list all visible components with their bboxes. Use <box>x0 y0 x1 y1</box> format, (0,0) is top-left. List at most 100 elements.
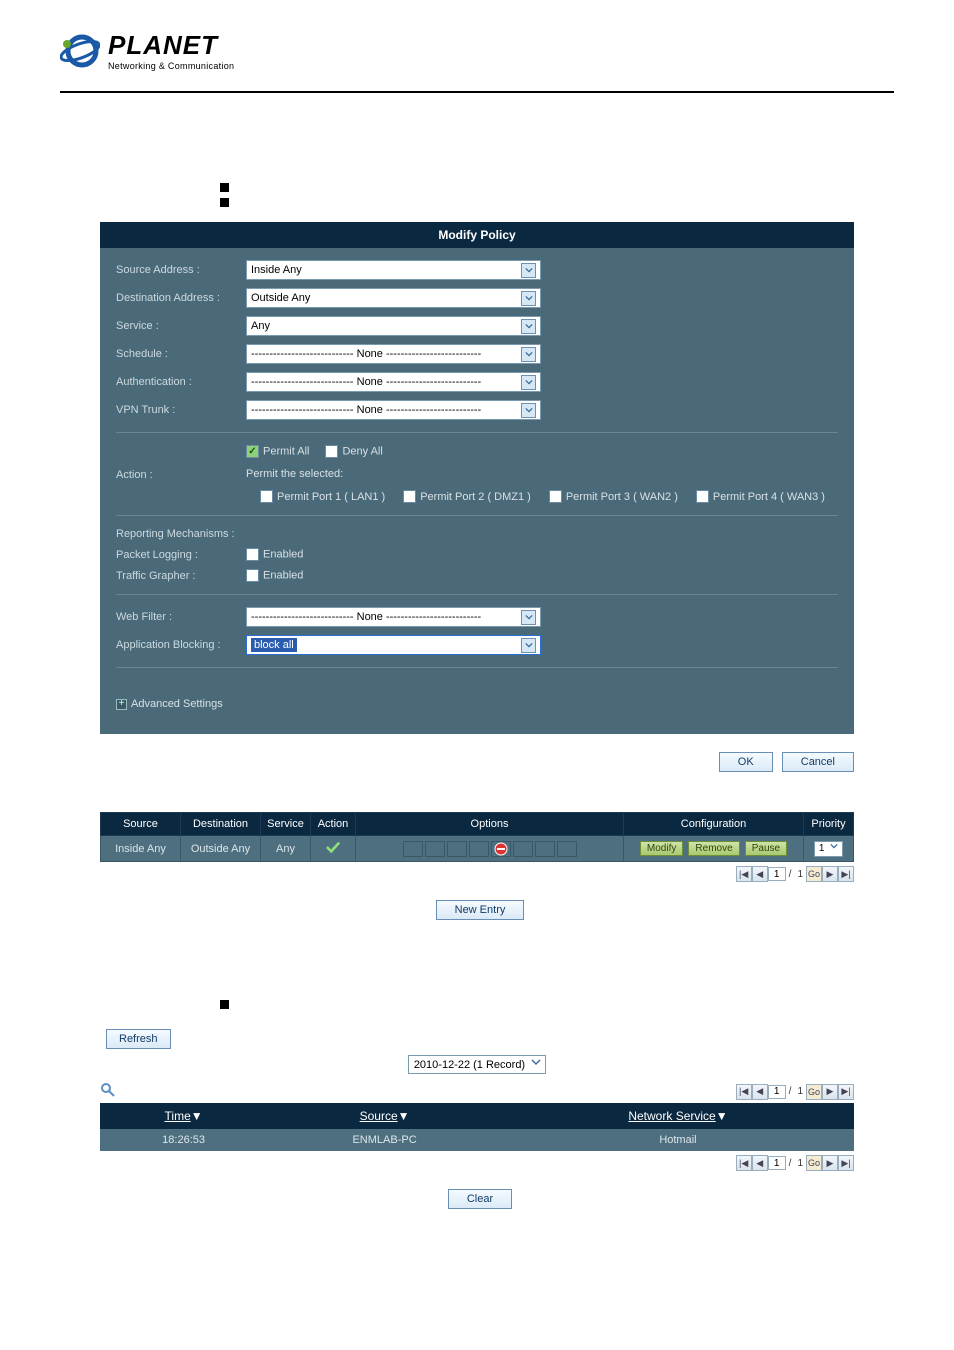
pager-go-button[interactable]: Go <box>806 866 822 882</box>
log-pager: |◀ ◀ / 1 Go ▶ ▶| <box>100 1151 854 1175</box>
col-time-link[interactable]: Time <box>165 1109 191 1123</box>
pager-next-button[interactable]: ▶ <box>822 1084 838 1100</box>
select-destination-address[interactable]: Outside Any <box>246 288 541 308</box>
label-schedule: Schedule : <box>116 348 246 360</box>
row-traffic-grapher: Traffic Grapher : Enabled <box>116 569 838 582</box>
select-destination-address-value: Outside Any <box>251 292 310 304</box>
label-port-1: Permit Port 1 ( LAN1 ) <box>277 491 385 503</box>
chevron-down-icon <box>528 1057 543 1072</box>
cell-priority: 1 <box>804 836 854 862</box>
col-configuration: Configuration <box>624 813 804 836</box>
col-network-service[interactable]: Network Service ▼ <box>502 1103 854 1129</box>
chevron-down-icon <box>521 610 536 625</box>
pager-sep: / <box>786 1086 795 1097</box>
logo-subtitle: Networking & Communication <box>108 61 234 71</box>
checkbox-port-4-wrap[interactable]: Permit Port 4 ( WAN3 ) <box>696 490 825 503</box>
pager-last-button[interactable]: ▶| <box>838 1084 854 1100</box>
clear-button[interactable]: Clear <box>448 1189 512 1209</box>
select-web-filter[interactable]: ---------------------------- None ------… <box>246 607 541 627</box>
select-authentication[interactable]: ---------------------------- None ------… <box>246 372 541 392</box>
checkbox-deny-all[interactable] <box>325 445 338 458</box>
checkbox-port-1-wrap[interactable]: Permit Port 1 ( LAN1 ) <box>260 490 385 503</box>
remove-button[interactable]: Remove <box>688 841 739 856</box>
select-app-blocking[interactable]: block all <box>246 635 541 655</box>
checkbox-traffic-grapher-wrap[interactable]: Enabled <box>246 569 303 582</box>
option-slot <box>403 841 423 857</box>
option-slot <box>425 841 445 857</box>
priority-select[interactable]: 1 <box>814 841 843 857</box>
chevron-down-icon <box>827 842 840 855</box>
advanced-settings-toggle[interactable]: + Advanced Settings <box>100 698 854 724</box>
label-vpn-trunk: VPN Trunk : <box>116 404 246 416</box>
checkbox-deny-all-wrap[interactable]: Deny All <box>325 445 382 458</box>
modify-button[interactable]: Modify <box>640 841 683 856</box>
pager-page-input[interactable] <box>768 867 786 881</box>
cell-destination: Outside Any <box>181 836 261 862</box>
checkbox-port-3[interactable] <box>549 490 562 503</box>
label-source-address: Source Address : <box>116 264 246 276</box>
col-source[interactable]: Source ▼ <box>267 1103 502 1129</box>
pager-prev-button[interactable]: ◀ <box>752 866 768 882</box>
col-action: Action <box>311 813 356 836</box>
pager-go-button[interactable]: Go <box>806 1155 822 1171</box>
cell-options <box>356 836 624 862</box>
ok-button[interactable]: OK <box>719 752 773 772</box>
col-destination: Destination <box>181 813 261 836</box>
sort-desc-icon: ▼ <box>716 1109 728 1123</box>
col-source-link[interactable]: Source <box>360 1109 398 1123</box>
pager-page-input[interactable] <box>768 1156 786 1170</box>
row-schedule: Schedule : ---------------------------- … <box>116 344 838 364</box>
label-action: Action : <box>116 445 246 503</box>
label-port-3: Permit Port 3 ( WAN2 ) <box>566 491 678 503</box>
search-icon[interactable] <box>100 1082 116 1101</box>
cell-configuration: Modify Remove Pause <box>624 836 804 862</box>
checkbox-traffic-grapher[interactable] <box>246 569 259 582</box>
table-row: 18:26:53 ENMLAB-PC Hotmail <box>100 1129 854 1151</box>
cell-time: 18:26:53 <box>100 1129 267 1151</box>
logo: PLANET Networking & Communication <box>60 30 894 71</box>
pager-sep: / <box>786 869 795 880</box>
pager-page-input[interactable] <box>768 1085 786 1099</box>
pager-first-button[interactable]: |◀ <box>736 1084 752 1100</box>
priority-value: 1 <box>819 843 825 854</box>
pager-prev-button[interactable]: ◀ <box>752 1084 768 1100</box>
cancel-button[interactable]: Cancel <box>782 752 854 772</box>
checkbox-permit-all-wrap[interactable]: Permit All <box>246 445 309 458</box>
select-service[interactable]: Any <box>246 316 541 336</box>
modify-policy-panel: Modify Policy Source Address : Inside An… <box>100 222 854 734</box>
date-select[interactable]: 2010-12-22 (1 Record) <box>408 1055 546 1074</box>
pager-last-button[interactable]: ▶| <box>838 866 854 882</box>
cell-service: Any <box>261 836 311 862</box>
pager-sep: / <box>786 1158 795 1169</box>
checkbox-permit-all[interactable] <box>246 445 259 458</box>
pager-first-button[interactable]: |◀ <box>736 866 752 882</box>
select-vpn-trunk[interactable]: ---------------------------- None ------… <box>246 400 541 420</box>
checkbox-packet-logging-wrap[interactable]: Enabled <box>246 548 303 561</box>
pager-prev-button[interactable]: ◀ <box>752 1155 768 1171</box>
col-network-service-link[interactable]: Network Service <box>628 1109 715 1123</box>
row-source-address: Source Address : Inside Any <box>116 260 838 280</box>
grid-pager: |◀ ◀ / 1 Go ▶ ▶| <box>100 862 854 886</box>
label-web-filter: Web Filter : <box>116 611 246 623</box>
row-web-filter: Web Filter : ---------------------------… <box>116 607 838 627</box>
header-divider <box>60 91 894 93</box>
new-entry-button[interactable]: New Entry <box>436 900 525 920</box>
select-source-address[interactable]: Inside Any <box>246 260 541 280</box>
checkbox-port-1[interactable] <box>260 490 273 503</box>
checkbox-port-3-wrap[interactable]: Permit Port 3 ( WAN2 ) <box>549 490 678 503</box>
checkbox-port-2[interactable] <box>403 490 416 503</box>
refresh-button[interactable]: Refresh <box>106 1029 171 1049</box>
col-time[interactable]: Time ▼ <box>100 1103 267 1129</box>
pager-go-button[interactable]: Go <box>806 1084 822 1100</box>
pager-last-button[interactable]: ▶| <box>838 1155 854 1171</box>
pager-next-button[interactable]: ▶ <box>822 1155 838 1171</box>
checkbox-port-4[interactable] <box>696 490 709 503</box>
pager-first-button[interactable]: |◀ <box>736 1155 752 1171</box>
pager-next-button[interactable]: ▶ <box>822 866 838 882</box>
option-slot <box>447 841 467 857</box>
select-schedule[interactable]: ---------------------------- None ------… <box>246 344 541 364</box>
checkbox-packet-logging[interactable] <box>246 548 259 561</box>
checkbox-port-2-wrap[interactable]: Permit Port 2 ( DMZ1 ) <box>403 490 531 503</box>
pause-button[interactable]: Pause <box>745 841 787 856</box>
cell-service: Hotmail <box>502 1129 854 1151</box>
